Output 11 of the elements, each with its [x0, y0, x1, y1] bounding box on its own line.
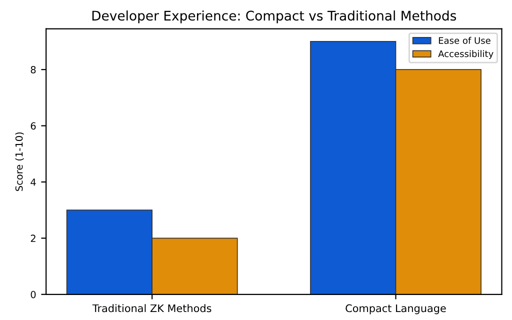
x-tick-label: Compact Language	[346, 304, 446, 314]
y-tick-label: 6	[30, 122, 36, 130]
legend-label: Accessibility	[438, 50, 494, 59]
x-tick-label: Traditional ZK Methods	[92, 304, 212, 312]
y-tick-label: 0	[30, 290, 36, 298]
y-tick-label: 4	[30, 178, 36, 186]
y-tick-label: 8	[30, 66, 36, 74]
y-tick-label: 2	[30, 234, 36, 242]
y-axis-title: Score (1-10)	[15, 132, 24, 191]
chart-title: Developer Experience: Compact vs Traditional Methods	[92, 10, 456, 24]
legend-label: Ease of Use	[438, 36, 490, 44]
